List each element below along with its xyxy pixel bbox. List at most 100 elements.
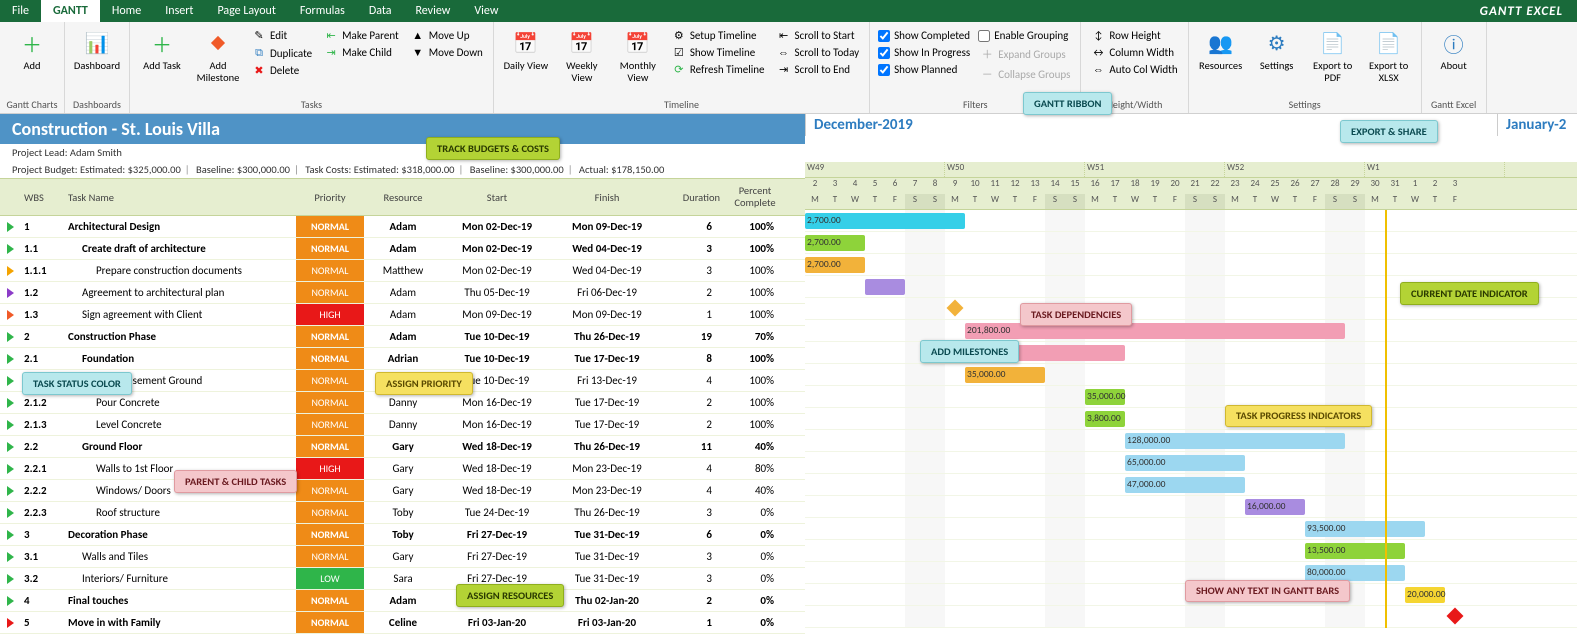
make-child-button[interactable]: ⇥Make Child <box>320 45 403 60</box>
enable-grouping-check[interactable]: Enable Grouping <box>976 28 1074 43</box>
move-up-button[interactable]: ▲Move Up <box>407 28 487 43</box>
daily-view-button[interactable]: 📅Daily View <box>500 24 552 76</box>
resources-button[interactable]: 👥Resources <box>1195 24 1247 76</box>
tab-formulas[interactable]: Formulas <box>288 0 357 22</box>
task-row[interactable]: 2Construction PhaseNORMALAdamTue 10-Dec-… <box>0 326 805 348</box>
copy-icon: ⧉ <box>252 46 266 60</box>
task-row[interactable]: 5Move in with FamilyNORMALCelineFri 03-J… <box>0 612 805 634</box>
task-row[interactable]: 1.3Sign agreement with ClientHIGHAdamMon… <box>0 304 805 326</box>
delete-button[interactable]: ✖Delete <box>248 63 316 78</box>
auto-col-button[interactable]: ⇔Auto Col Width <box>1087 62 1181 77</box>
day-header: 24 <box>1245 178 1265 194</box>
dow-header: M <box>805 194 825 209</box>
task-row[interactable]: 1.1.1Prepare construction documentsNORMA… <box>0 260 805 282</box>
gear-icon: ⚙ <box>672 29 686 42</box>
scroll-end-button[interactable]: ⇥Scroll to End <box>773 62 864 77</box>
gantt-bar[interactable]: 93,500.00 <box>1305 521 1425 537</box>
make-parent-button[interactable]: ⇤Make Parent <box>320 28 403 43</box>
tab-data[interactable]: Data <box>357 0 404 22</box>
gantt-bar[interactable]: 80,000.00 <box>1305 565 1405 581</box>
gantt-row: 35,000.00 <box>805 364 1577 386</box>
weekly-view-button[interactable]: 📅Weekly View <box>556 24 608 87</box>
gantt-bar[interactable]: 2,700.00 <box>805 213 965 229</box>
indent-icon: ⇥ <box>324 46 338 59</box>
dashboard-button[interactable]: 📊Dashboard <box>71 24 123 76</box>
duplicate-button[interactable]: ⧉Duplicate <box>248 45 316 61</box>
gantt-row: 128,000.00 <box>805 430 1577 452</box>
gantt-bar[interactable]: 3,800.00 <box>1085 411 1125 427</box>
task-row[interactable]: 1.2Agreement to architectural planNORMAL… <box>0 282 805 304</box>
row-height-button[interactable]: ↕Row Height <box>1087 28 1181 43</box>
scroll-today-button[interactable]: ⇔Scroll to Today <box>773 45 864 60</box>
day-header: 19 <box>1145 178 1165 194</box>
task-row[interactable]: 2.1.2Pour ConcreteNORMALDannyMon 16-Dec-… <box>0 392 805 414</box>
move-down-button[interactable]: ▼Move Down <box>407 45 487 60</box>
show-timeline-button[interactable]: ☑Show Timeline <box>668 45 769 60</box>
scroll-start-button[interactable]: ⇤Scroll to Start <box>773 28 864 43</box>
day-header: 31 <box>1385 178 1405 194</box>
milestone-icon[interactable] <box>1447 608 1464 625</box>
day-header: 21 <box>1185 178 1205 194</box>
gantt-bar[interactable] <box>865 279 905 295</box>
settings-button[interactable]: ⚙Settings <box>1251 24 1303 76</box>
show-completed-check[interactable]: Show Completed <box>876 28 972 43</box>
monthly-view-button[interactable]: 📅Monthly View <box>612 24 664 87</box>
gantt-bar[interactable]: 65,000.00 <box>1125 455 1245 471</box>
day-header: 27 <box>1305 178 1325 194</box>
add-task-button[interactable]: ＋Add Task <box>136 24 188 76</box>
dow-header: T <box>1425 194 1445 209</box>
show-planned-check[interactable]: Show Planned <box>876 62 972 77</box>
status-indicator-icon <box>7 376 14 386</box>
gantt-bar[interactable]: 2,700.00 <box>805 257 865 273</box>
day-header: 29 <box>1345 178 1365 194</box>
task-row[interactable]: 3Decoration PhaseNORMALTobyFri 27-Dec-19… <box>0 524 805 546</box>
task-row[interactable]: 1.1Create draft of architectureNORMALAda… <box>0 238 805 260</box>
tab-gantt[interactable]: GANTT <box>41 0 100 22</box>
ribbon: ＋Add Gantt Charts 📊Dashboard Dashboards … <box>0 22 1577 114</box>
gantt-bar[interactable]: 128,000.00 <box>1125 433 1345 449</box>
day-header: 16 <box>1085 178 1105 194</box>
tab-insert[interactable]: Insert <box>153 0 205 22</box>
pdf-icon: 📄 <box>1318 28 1348 58</box>
edit-button[interactable]: ✎Edit <box>248 28 316 43</box>
gantt-bar[interactable]: 2,700.00 <box>805 235 865 251</box>
setup-timeline-button[interactable]: ⚙Setup Timeline <box>668 28 769 43</box>
tab-home[interactable]: Home <box>100 0 153 22</box>
dow-header: W <box>1265 194 1285 209</box>
about-button[interactable]: ⓘAbout <box>1428 24 1480 76</box>
refresh-timeline-button[interactable]: ⟳Refresh Timeline <box>668 62 769 77</box>
task-row[interactable]: 2.1.3Level ConcreteNORMALDannyMon 16-Dec… <box>0 414 805 436</box>
add-button[interactable]: ＋Add <box>6 24 58 76</box>
tab-review[interactable]: Review <box>403 0 462 22</box>
task-row[interactable]: 2.1FoundationNORMALAdrianTue 10-Dec-19Tu… <box>0 348 805 370</box>
task-row[interactable]: 3.2Interiors/ FurnitureLOWSaraFri 27-Dec… <box>0 568 805 590</box>
export-xlsx-button[interactable]: 📄Export to XLSX <box>1363 24 1415 87</box>
tab-file[interactable]: File <box>0 0 41 22</box>
col-width-button[interactable]: ↔Column Width <box>1087 45 1181 60</box>
tab-page-layout[interactable]: Page Layout <box>205 0 287 22</box>
milestone-icon[interactable] <box>947 300 964 317</box>
expand-groups-button: ＋Expand Groups <box>976 45 1074 63</box>
add-milestone-button[interactable]: Add Milestone <box>192 24 244 87</box>
gantt-bar[interactable]: 16,000.00 <box>1245 499 1305 515</box>
gantt-row: 2,700.00 <box>805 232 1577 254</box>
menu-tabs: File GANTT Home Insert Page Layout Formu… <box>0 0 1577 22</box>
gantt-bar[interactable]: 13,500.00 <box>1305 543 1405 559</box>
export-pdf-button[interactable]: 📄Export to PDF <box>1307 24 1359 87</box>
task-row[interactable]: 2.2.1Walls to 1st FloorHIGHGaryWed 18-De… <box>0 458 805 480</box>
gantt-bar[interactable]: 35,000.00 <box>1085 389 1125 405</box>
down-icon: ▼ <box>411 46 425 59</box>
task-row[interactable]: 2.2.3Roof structureNORMALTobyTue 24-Dec-… <box>0 502 805 524</box>
gantt-bar[interactable]: 20,000.00 <box>1405 587 1445 603</box>
task-row[interactable]: 2.2Ground FloorNORMALGaryWed 18-Dec-19Th… <box>0 436 805 458</box>
dow-header: M <box>945 194 965 209</box>
task-row[interactable]: 1Architectural DesignNORMALAdamMon 02-De… <box>0 216 805 238</box>
day-header: 5 <box>865 178 885 194</box>
task-row[interactable]: 4Final touchesNORMALAdamWed 01-Jan-20Thu… <box>0 590 805 612</box>
show-progress-check[interactable]: Show In Progress <box>876 45 972 60</box>
tab-view[interactable]: View <box>462 0 510 22</box>
gantt-bar[interactable]: 35,000.00 <box>965 367 1045 383</box>
gantt-bar[interactable]: 47,000.00 <box>1125 477 1245 493</box>
task-row[interactable]: 2.2.2Windows/ DoorsNORMALGaryWed 18-Dec-… <box>0 480 805 502</box>
task-row[interactable]: 3.1Walls and TilesNORMALGaryFri 27-Dec-1… <box>0 546 805 568</box>
